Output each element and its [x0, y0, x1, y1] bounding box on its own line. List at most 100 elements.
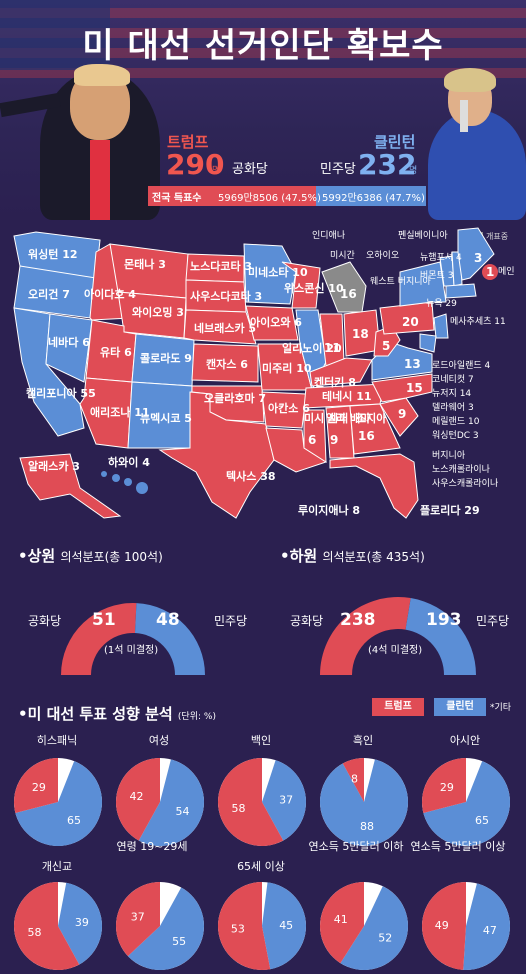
- senate-chart: 51 48 (1석 미결정): [61, 603, 205, 675]
- pie-value-clinton: 39: [75, 916, 89, 929]
- state-md: [419, 333, 437, 353]
- pie-value-trump: 37: [131, 910, 145, 923]
- label-de: 델라웨어 3: [432, 401, 474, 413]
- pie-slice-trump: [13, 882, 80, 970]
- pie-label: 연소득 5만달러 이하: [308, 840, 404, 853]
- analysis-title-text: •미 대선 투표 성향 분석: [18, 705, 173, 723]
- pie-slice-trump: [422, 758, 466, 813]
- senate-undecided: (1석 미결정): [104, 644, 158, 656]
- label-ri: 로드아일랜드 4: [432, 360, 491, 371]
- label-mi: 미시간: [330, 250, 355, 261]
- state-nj: [433, 313, 449, 339]
- label-nh: 뉴햄프셔 4: [420, 251, 462, 263]
- label-pa: 펜실베이니아: [398, 230, 448, 241]
- state-sc: [379, 397, 419, 437]
- clinton-seats-unit: 명: [409, 166, 418, 176]
- state-ks: [191, 343, 259, 383]
- senate-subtitle: 의석분포(총 100석): [60, 550, 163, 564]
- senate-dem-label: 민주당: [214, 614, 248, 628]
- senate-dem-arc: [134, 603, 205, 675]
- house-chart: 238 193 (4석 미결정): [320, 597, 476, 675]
- label-mt: 몬태나 3: [124, 257, 166, 271]
- pie-slice-clinton: [320, 759, 408, 846]
- analysis-title: •미 대선 투표 성향 분석 (단위: %): [18, 703, 216, 724]
- pie-chart: 54 42: [115, 758, 204, 846]
- label-ut: 유타 6: [100, 345, 132, 359]
- popular-vote-trump: 5969만8506 (47.5%): [218, 193, 321, 204]
- value-pa: 20: [402, 315, 419, 329]
- house-rep-seats: 238: [340, 610, 376, 630]
- clinton-photo: [428, 110, 526, 220]
- state-mi: [321, 261, 367, 313]
- label-nc: 노스캐롤라이나: [432, 464, 490, 475]
- trump-tie: [90, 140, 110, 220]
- pie-value-trump: 58: [232, 802, 246, 815]
- trump-hair: [74, 64, 130, 86]
- microphone-icon: [460, 100, 468, 132]
- pie-value-clinton: 65: [475, 814, 489, 827]
- label-in: 인디애나: [312, 230, 345, 241]
- label-oh: 오하이오: [366, 250, 399, 261]
- pie-slice-trump: [320, 882, 364, 964]
- pie-value-trump: 8: [351, 773, 358, 786]
- header-banner: [0, 0, 526, 220]
- state-ga: [349, 403, 401, 455]
- popular-vote-clinton: 5992만6386 (47.7%): [322, 193, 425, 204]
- clinton-name: 클린턴: [374, 133, 416, 151]
- clinton-party: 민주당: [320, 162, 356, 177]
- state-me: [457, 227, 495, 281]
- pie-slice-clinton: [138, 759, 204, 846]
- label-ar: 아칸소 6: [268, 401, 310, 415]
- house-title: •하원 의석분포(총 435석): [280, 545, 425, 566]
- state-nc: [371, 373, 433, 403]
- state-fl: [329, 453, 419, 519]
- pie-label: 65세 이상: [237, 860, 285, 873]
- pie-slice-trump: [342, 758, 364, 802]
- pie-chart: 55 37: [116, 882, 205, 970]
- trump-name: 트럼프: [167, 133, 209, 151]
- label-nm: 뉴멕시코 5: [140, 411, 192, 425]
- value-sc: 9: [398, 407, 406, 421]
- label-az: 애리조나 11: [90, 405, 150, 419]
- pie-label: 연령 19~29세: [116, 840, 188, 853]
- senate-rep-label: 공화당: [28, 614, 62, 628]
- label-ca: 캘리포니아 55: [26, 386, 96, 400]
- label-la: 루이지애나 8: [298, 503, 360, 517]
- trump-seats: 290: [166, 148, 225, 181]
- state-hi: [112, 474, 120, 482]
- state-ak: [19, 453, 122, 519]
- value-ms: 6: [308, 433, 316, 447]
- pie-slice-trump: [218, 758, 284, 846]
- pie-slice-clinton: [423, 761, 510, 846]
- popular-vote-label: 전국 득표수: [152, 193, 202, 204]
- pie-label: 연소득 5만달러 이상: [410, 840, 506, 853]
- pie-value-clinton: 65: [67, 814, 81, 827]
- pie-slice-clinton: [58, 882, 102, 965]
- house-dem-seats: 193: [426, 610, 462, 630]
- pie-label: 여성: [148, 734, 170, 747]
- senate-rep-seats: 51: [92, 610, 116, 630]
- pie-label: 백인: [250, 734, 272, 747]
- flag-stripe: [0, 8, 526, 18]
- pie-chart: 47 49: [422, 882, 510, 970]
- pie-value-clinton: 47: [483, 924, 497, 937]
- pie-chart: 888: [320, 758, 408, 846]
- legend-clinton: 클린턴: [434, 698, 486, 716]
- pie-value-clinton: 54: [176, 805, 190, 818]
- label-ia: 아이오와 6: [250, 315, 302, 329]
- label-ne: 네브래스카 5: [194, 321, 256, 335]
- label-wa: 워싱턴 12: [28, 247, 78, 261]
- page-title: 미 대선 선거인단 확보수: [82, 26, 444, 66]
- pie-slice-clinton: [262, 760, 306, 841]
- pie-chart: 65 29: [13, 758, 102, 846]
- label-wv: 웨스트 버지니아: [370, 275, 432, 287]
- pie-label: 개신교: [41, 860, 73, 873]
- trump-seats-unit: 명: [212, 166, 221, 176]
- pie-value-trump: 49: [435, 919, 449, 932]
- label-co: 콜로라도 9: [140, 351, 192, 365]
- label-or: 오리건 7: [28, 287, 70, 301]
- senate-rep-arc: [61, 603, 137, 675]
- value-oh: 18: [352, 327, 369, 341]
- house-undecided: (4석 미결정): [368, 644, 422, 656]
- label-ms: 미시 시피: [304, 411, 348, 425]
